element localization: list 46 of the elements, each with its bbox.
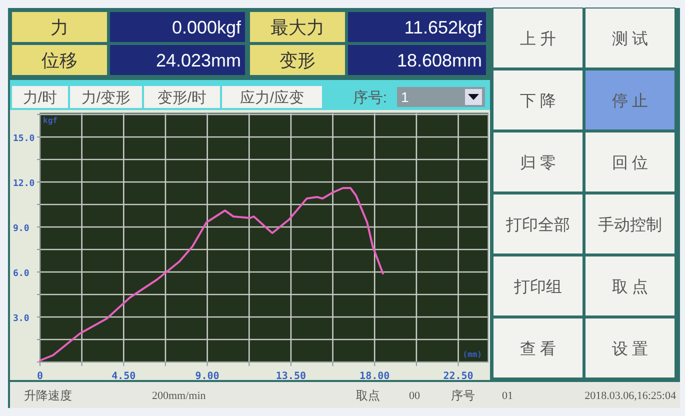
x-axis-title: (mm) bbox=[462, 350, 482, 359]
text: 力/时 bbox=[22, 89, 58, 106]
text: 变形 bbox=[280, 50, 316, 70]
text: 测 试 bbox=[612, 30, 648, 48]
text: 11.652kgf bbox=[404, 17, 483, 38]
y-tick-label: 9.0 bbox=[13, 224, 30, 234]
text: 设 置 bbox=[612, 340, 648, 358]
x-tick-label: 18.00 bbox=[360, 371, 390, 382]
text: 打印组 bbox=[513, 278, 562, 296]
x-tick-label: 0 bbox=[36, 371, 44, 382]
text: 1 bbox=[401, 89, 409, 106]
x-tick-label: 13.50 bbox=[276, 371, 306, 382]
x-tick-label: 22.50 bbox=[443, 371, 474, 382]
text: 下 降 bbox=[520, 92, 556, 110]
text: 归 零 bbox=[520, 154, 556, 172]
y-tick-label: 6.0 bbox=[13, 269, 30, 279]
text: 应力/应变 bbox=[240, 89, 304, 106]
text: 变形/时 bbox=[157, 89, 207, 106]
text: 回 位 bbox=[612, 154, 648, 172]
text: 取点 bbox=[356, 388, 380, 402]
x-tick-label: 4.50 bbox=[112, 371, 136, 382]
text: 0.000kgf bbox=[172, 17, 242, 38]
text: 停 止 bbox=[612, 92, 648, 110]
y-axis-title: kgf bbox=[43, 116, 58, 125]
y-tick-label: 3.0 bbox=[13, 314, 30, 324]
y-tick-label: 15.0 bbox=[13, 134, 35, 144]
text: 01 bbox=[502, 390, 513, 402]
text: 上 升 bbox=[520, 30, 556, 48]
text: 力/变形 bbox=[81, 89, 131, 106]
text: 取 点 bbox=[612, 278, 648, 296]
text: 200mm/min bbox=[152, 390, 206, 402]
text: 2018.03.06,16:25:04 bbox=[584, 390, 676, 402]
text: 力 bbox=[50, 17, 68, 38]
text: 打印全部 bbox=[505, 216, 570, 234]
text: 最大力 bbox=[270, 17, 324, 38]
text: 序号 bbox=[451, 388, 475, 402]
text: 升降速度 bbox=[24, 388, 72, 402]
text: 24.023mm bbox=[156, 50, 241, 70]
text: 手动控制 bbox=[598, 216, 662, 234]
y-tick-label: 12.0 bbox=[13, 179, 35, 189]
text: 查 看 bbox=[520, 340, 556, 358]
text: 位移 bbox=[42, 50, 78, 70]
x-tick-label: 9.00 bbox=[195, 371, 220, 382]
text: 00 bbox=[409, 390, 420, 402]
text: 序号: bbox=[352, 89, 388, 106]
text: 18.608mm bbox=[396, 50, 482, 70]
